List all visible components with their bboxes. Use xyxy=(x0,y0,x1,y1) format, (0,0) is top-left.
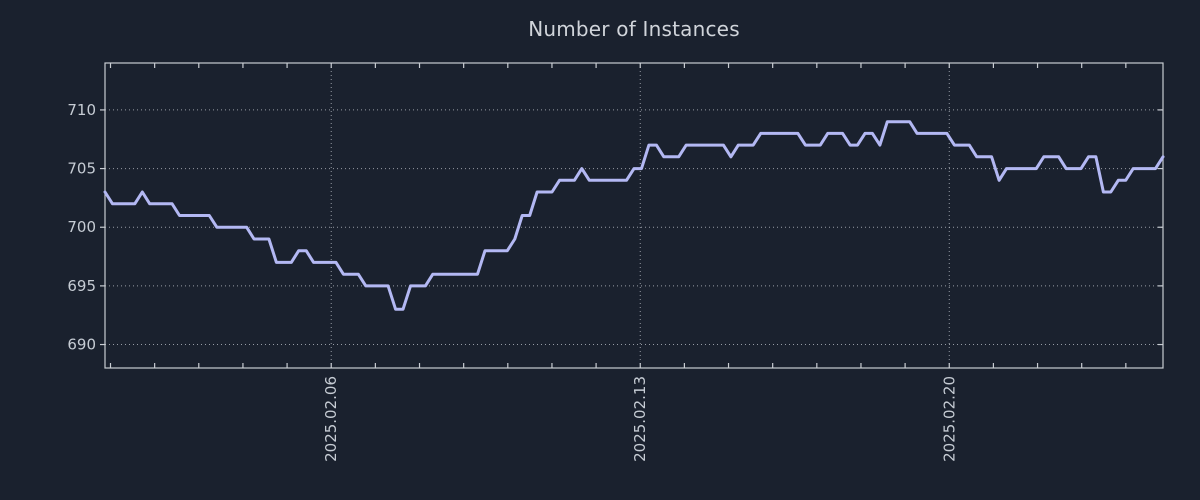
y-tick-label: 700 xyxy=(67,218,96,236)
x-tick-label: 2025.02.20 xyxy=(940,376,958,462)
data-line-instances xyxy=(103,120,1165,311)
y-tick-label: 690 xyxy=(67,336,96,354)
plot-border xyxy=(104,62,1164,369)
y-tick-label: 695 xyxy=(67,277,96,295)
x-tick-label: 2025.02.06 xyxy=(322,376,340,462)
chart-title: Number of Instances xyxy=(528,17,740,41)
x-tick-label: 2025.02.13 xyxy=(631,376,649,462)
y-tick-label: 705 xyxy=(67,160,96,178)
y-tick-label: 710 xyxy=(67,101,96,119)
